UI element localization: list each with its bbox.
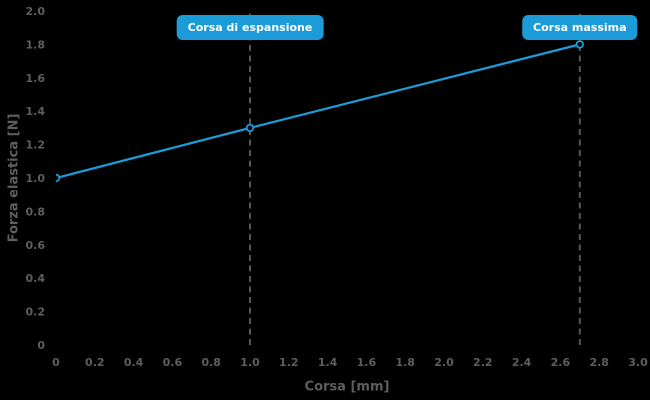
x-tick-label: 2.4 — [512, 356, 532, 369]
x-tick-label: 1.4 — [318, 356, 338, 369]
x-tick-label: 1.2 — [279, 356, 299, 369]
data-point-marker — [56, 173, 61, 183]
x-tick-label: 0.6 — [163, 356, 183, 369]
y-tick-label: 1.0 — [26, 172, 46, 185]
y-tick-label: 0.2 — [26, 306, 46, 319]
y-tick-label: 1.4 — [26, 105, 46, 118]
y-tick-label: 1.8 — [26, 38, 46, 51]
annotation-corsa-massima: Corsa massima — [522, 15, 638, 40]
series-line — [56, 43, 581, 180]
x-tick-label: 2.0 — [434, 356, 454, 369]
x-tick-label: 2.8 — [589, 356, 609, 369]
y-tick-label: 0.6 — [26, 239, 46, 252]
annotation-corsa-di-espansione: Corsa di espansione — [176, 15, 324, 40]
data-point-marker — [245, 123, 255, 133]
x-tick-label: 0.4 — [124, 356, 144, 369]
x-tick-label: 0 — [52, 356, 60, 369]
series-group — [56, 40, 584, 183]
x-tick-label: 1.6 — [357, 356, 377, 369]
y-tick-label: 0.4 — [26, 272, 46, 285]
x-tick-label: 0.8 — [201, 356, 221, 369]
x-tick-label: 3.0 — [628, 356, 648, 369]
x-tick-label: 2.6 — [551, 356, 571, 369]
y-tick-label: 2.0 — [26, 5, 46, 18]
y-tick-label: 1.6 — [26, 72, 46, 85]
y-tick-label: 0.8 — [26, 205, 46, 218]
x-tick-label: 0.2 — [85, 356, 105, 369]
data-point-marker — [575, 40, 584, 49]
x-tick-label: 1.8 — [395, 356, 415, 369]
y-tick-label: 1.2 — [26, 139, 46, 152]
x-tick-label: 1.0 — [240, 356, 260, 369]
y-tick-label: 0 — [37, 339, 45, 352]
x-tick-label: 2.2 — [473, 356, 493, 369]
